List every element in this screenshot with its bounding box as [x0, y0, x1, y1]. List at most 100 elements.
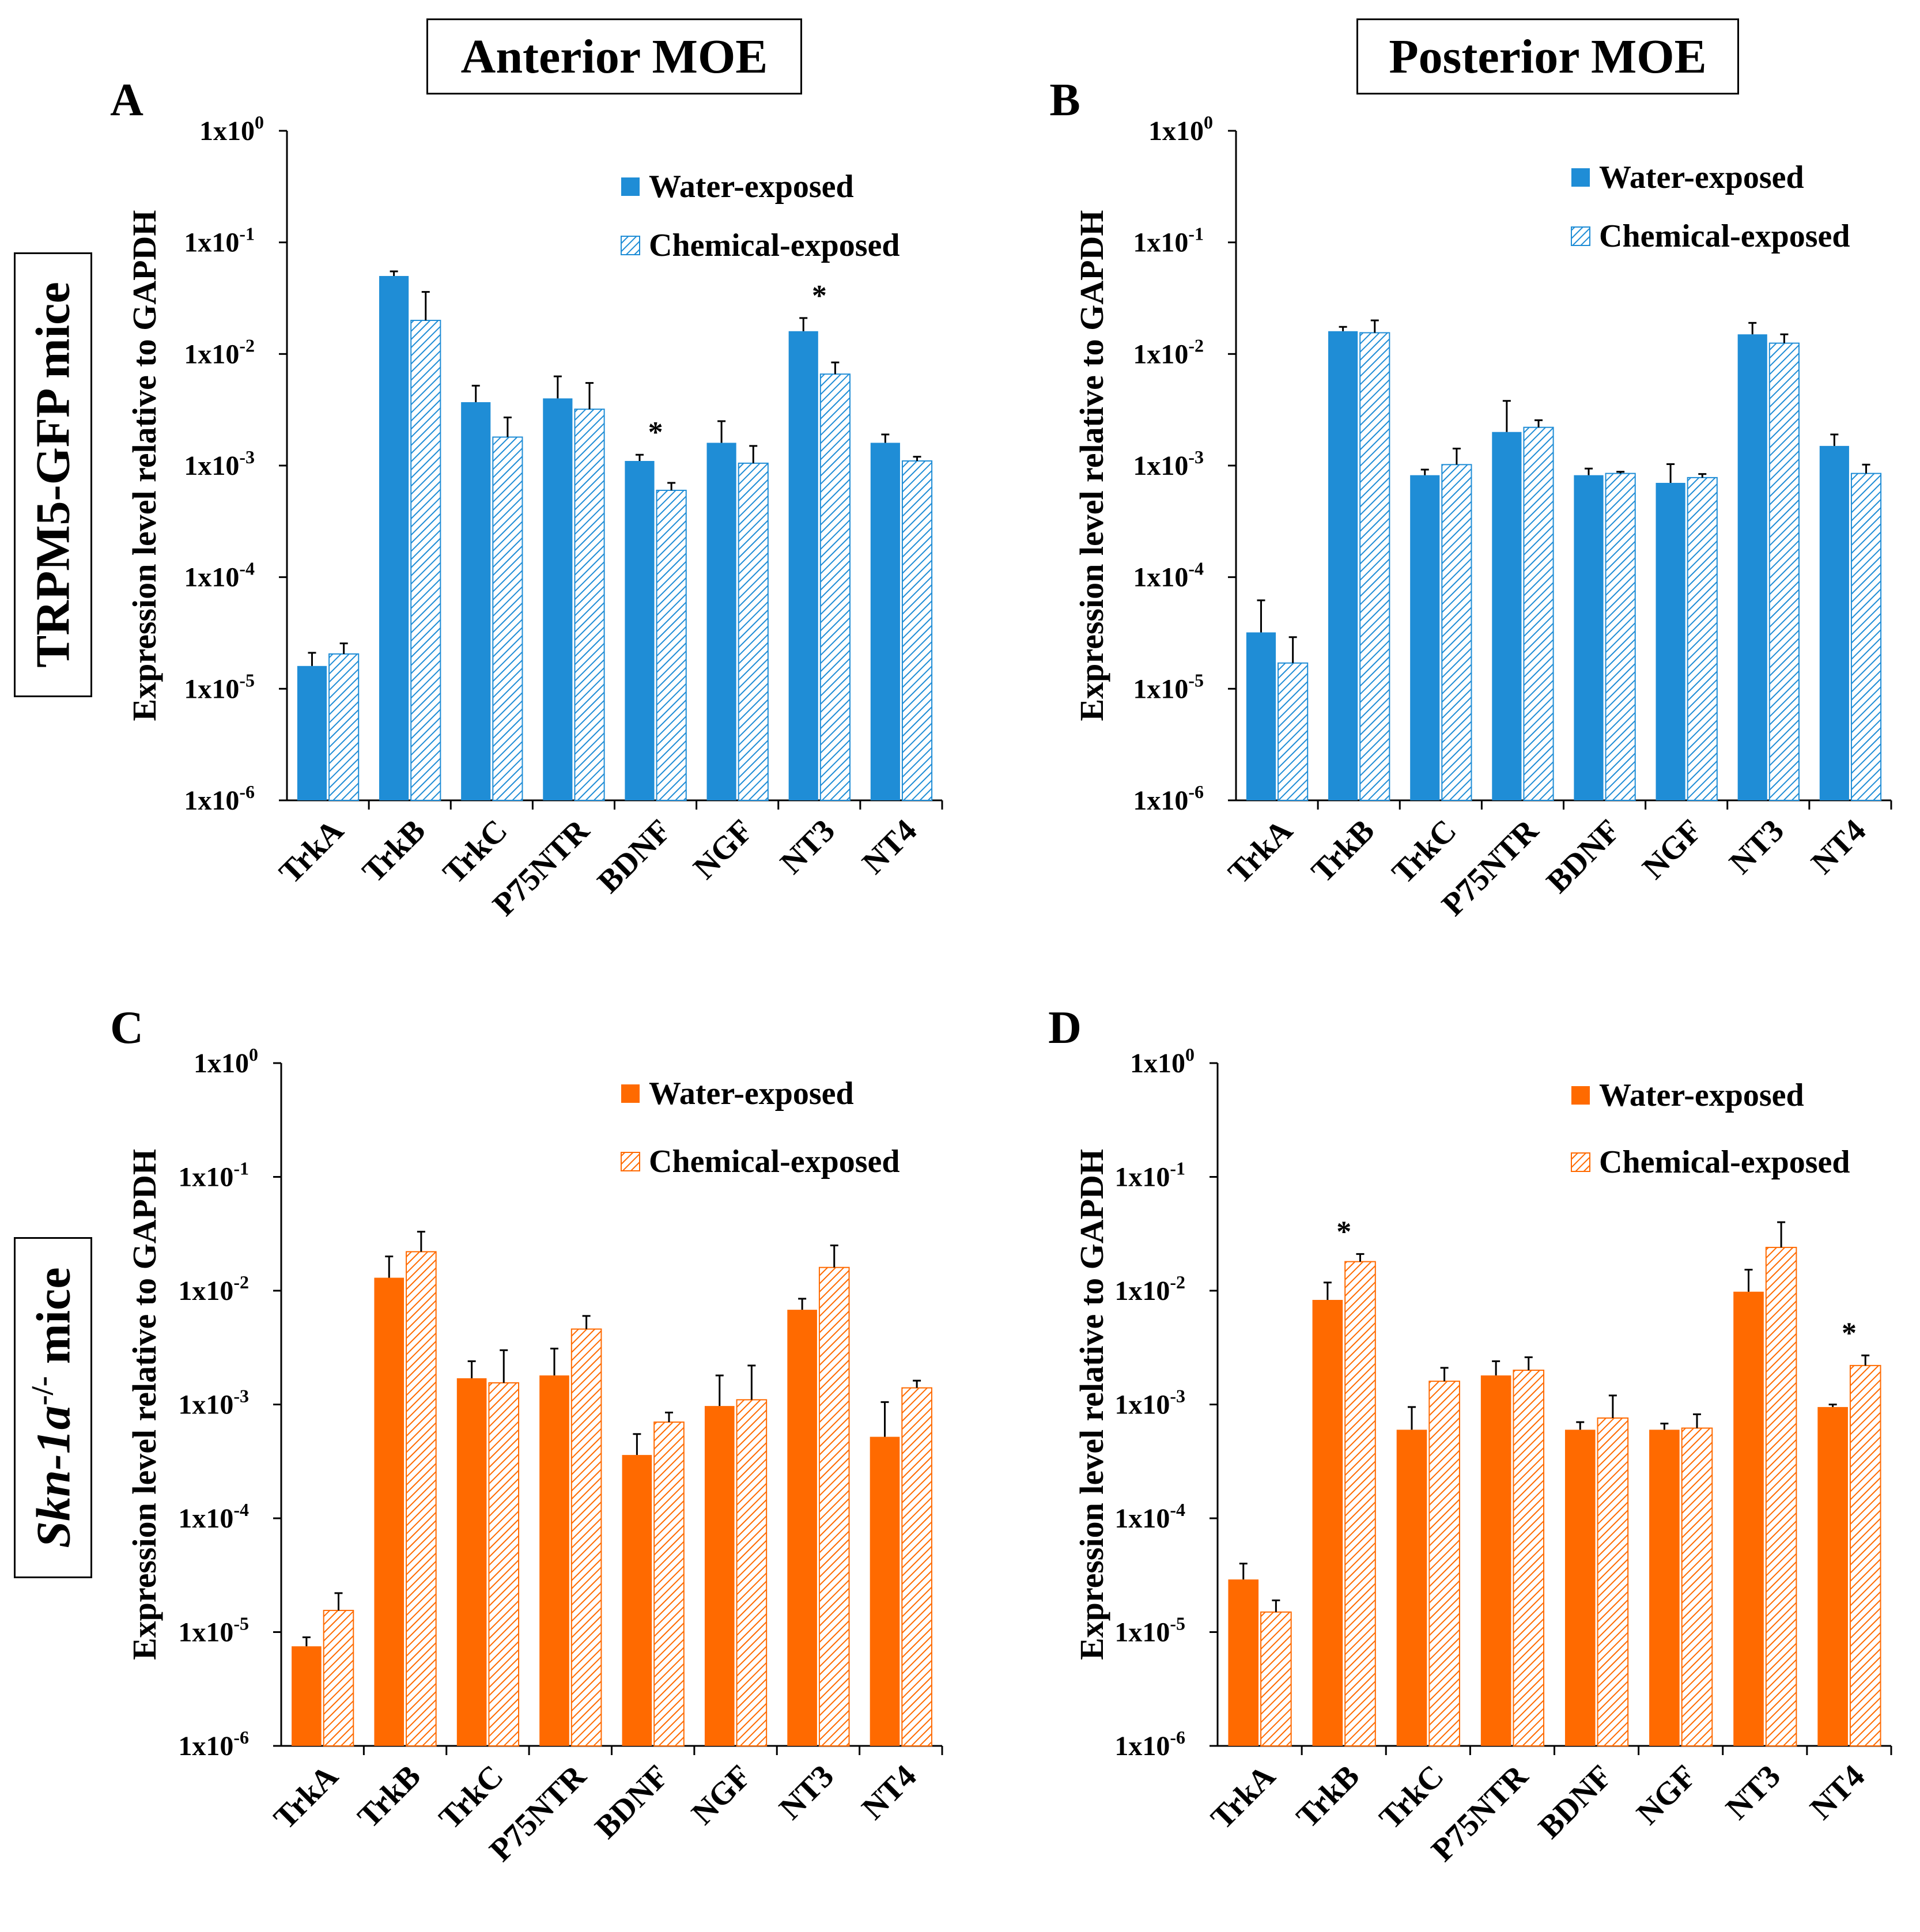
- panel-b-bar-p75ntr-water: [1492, 432, 1522, 800]
- panel-c-legend-label-chemical: Chemical-exposed: [649, 1144, 900, 1179]
- panel-b-y-tick-label: 1x10-6: [1133, 781, 1204, 816]
- panel-c-category-label-nt3: NT3: [772, 1758, 841, 1827]
- panel-d-bar-trkb-chemical: [1344, 1261, 1376, 1747]
- panel-d-category-label-trka: TrkA: [1204, 1758, 1283, 1836]
- panel-a-legend-swatch-chemical: [621, 236, 640, 255]
- panel-c-legend-swatch-water: [621, 1084, 640, 1103]
- panel-a-bar-trkc-water: [461, 402, 491, 800]
- panel-c-bar-trkb-water: [374, 1277, 405, 1746]
- panel-b-letter: B: [1049, 75, 1080, 126]
- panel-c-bar-ngf-water: [704, 1406, 735, 1746]
- panel-d-bar-ngf-chemical: [1681, 1427, 1713, 1747]
- panel-d-bar-nt3-chemical: [1765, 1246, 1797, 1746]
- panel-b-category-label-nt3: NT3: [1722, 812, 1791, 881]
- panel-c-y-tick-label: 1x100: [194, 1044, 258, 1079]
- panel-a-letter: A: [110, 75, 143, 126]
- panel-b-bar-bdnf-water: [1574, 475, 1604, 800]
- panel-d-y-tick-label: 1x10-4: [1114, 1499, 1185, 1534]
- panel-c-legend-label-water: Water-exposed: [649, 1076, 854, 1111]
- anterior-moe-header-text: Anterior MOE: [460, 29, 768, 84]
- panel-c-bar-p75ntr-chemical: [570, 1328, 602, 1746]
- panel-c-y-tick-label: 1x10-1: [178, 1158, 249, 1193]
- panel-b-y-tick-label: 1x10-2: [1133, 335, 1204, 369]
- panel-b-y-tick-label: 1x10-1: [1133, 224, 1204, 258]
- panel-d-category-label-ngf: NGF: [1630, 1758, 1703, 1831]
- panel-c-bar-nt3-chemical: [818, 1266, 850, 1746]
- panel-d-y-axis-label: Expression level relative to GAPDH: [1073, 1149, 1110, 1660]
- panel-c-bar-nt4-water: [870, 1436, 900, 1746]
- panel-d-letter: D: [1048, 1003, 1082, 1053]
- panel-b-category-label-ngf: NGF: [1635, 812, 1709, 886]
- panel-a-y-tick-label: 1x100: [199, 112, 264, 146]
- panel-d-bar-ngf-water: [1649, 1430, 1680, 1746]
- panel-a-category-label-trka: TrkA: [273, 812, 351, 891]
- panel-a-bar-nt3-chemical: [819, 373, 851, 801]
- panel-b-category-label-nt4: NT4: [1804, 812, 1873, 881]
- panel-b-bar-nt3-water: [1737, 334, 1767, 800]
- panel-c-category-label-trka: TrkA: [267, 1758, 345, 1836]
- panel-c-legend-swatch-chemical: [621, 1152, 640, 1171]
- panel-a-category-label-bdnf: BDNF: [591, 812, 678, 900]
- panel-b-y-tick-label: 1x10-5: [1133, 670, 1204, 704]
- panel-a-bar-nt4-chemical: [901, 460, 933, 801]
- panel-c-y-axis-label: Expression level relative to GAPDH: [126, 1149, 163, 1660]
- panel-b-bar-nt4-water: [1819, 445, 1849, 800]
- panel-d-legend-swatch-chemical: [1571, 1152, 1590, 1172]
- panel-d-category-label-nt4: NT4: [1803, 1758, 1872, 1827]
- panel-d-bar-p75ntr-chemical: [1513, 1370, 1545, 1747]
- panel-a-category-label-trkc: TrkC: [436, 812, 515, 891]
- panel-a-category-label-nt4: NT4: [855, 812, 924, 881]
- panel-b-bar-ngf-water: [1656, 482, 1685, 800]
- panel-b-bar-trkb-water: [1328, 331, 1358, 800]
- panel-a-bar-p75ntr-chemical: [574, 409, 605, 801]
- anterior-moe-header: Anterior MOE: [426, 18, 802, 94]
- panel-d-category-label-nt3: NT3: [1719, 1758, 1787, 1827]
- panel-d-bar-p75ntr-water: [1480, 1375, 1511, 1746]
- panel-c-y-tick-label: 1x10-5: [178, 1613, 249, 1648]
- panel-c-bar-p75ntr-water: [539, 1375, 569, 1746]
- panel-a-y-tick-label: 1x10-6: [184, 781, 255, 816]
- panel-b-legend-swatch-chemical: [1571, 226, 1590, 246]
- skn1a-row-label: Skn-1a-/- mice: [14, 1237, 92, 1578]
- panel-a-significance-star: *: [648, 416, 663, 449]
- panel-a-legend-label-water: Water-exposed: [649, 169, 854, 205]
- panel-a-significance-star: *: [812, 279, 827, 312]
- panel-d-y-tick-label: 1x100: [1130, 1044, 1195, 1079]
- panel-a-bar-trka-water: [297, 666, 327, 800]
- panel-c-bar-trkc-chemical: [488, 1382, 520, 1746]
- panel-d-bar-nt4-water: [1817, 1407, 1848, 1746]
- panel-c-bar-bdnf-chemical: [653, 1421, 685, 1746]
- panel-c-bar-nt3-water: [787, 1310, 817, 1746]
- panel-d-legend-label-water: Water-exposed: [1599, 1077, 1804, 1113]
- panel-d-y-tick-label: 1x10-3: [1114, 1386, 1185, 1420]
- trpm5-row-label: TRPM5-GFP mice: [14, 252, 92, 697]
- panel-a-y-tick-label: 1x10-2: [184, 335, 255, 369]
- panel-b-legend-label-water: Water-exposed: [1599, 160, 1804, 195]
- panel-a-bar-trkb-chemical: [410, 320, 441, 801]
- panel-a-bar-ngf-water: [706, 443, 736, 800]
- panel-c-y-tick-label: 1x10-2: [178, 1272, 249, 1306]
- panel-c-category-label-trkb: TrkB: [351, 1758, 428, 1835]
- panel-b-bar-trka-water: [1246, 632, 1276, 800]
- panel-b-legend-label-chemical: Chemical-exposed: [1599, 218, 1850, 254]
- panel-d-y-tick-label: 1x10-2: [1114, 1272, 1185, 1306]
- panel-b-category-label-trka: TrkA: [1222, 812, 1300, 891]
- panel-b-category-label-trkb: TrkB: [1305, 812, 1381, 889]
- panel-c-category-label-bdnf: BDNF: [588, 1758, 676, 1846]
- panel-b-bar-trkc-water: [1410, 475, 1440, 800]
- panel-b-category-label-bdnf: BDNF: [1540, 812, 1627, 900]
- panel-b-bar-bdnf-chemical: [1605, 472, 1636, 801]
- panel-d-category-label-bdnf: BDNF: [1532, 1758, 1619, 1846]
- panel-d-bar-nt4-chemical: [1849, 1364, 1881, 1747]
- panel-a-category-label-trkb: TrkB: [356, 812, 432, 889]
- panel-d-legend-swatch-water: [1571, 1086, 1590, 1105]
- panel-b-bar-nt4-chemical: [1850, 472, 1882, 801]
- panel-c-letter: C: [110, 1003, 143, 1053]
- posterior-moe-header-text: Posterior MOE: [1389, 29, 1707, 84]
- panel-c-category-label-ngf: NGF: [685, 1758, 758, 1831]
- panel-a-bar-ngf-chemical: [738, 462, 769, 801]
- panel-c-bar-trkc-water: [456, 1378, 487, 1746]
- panel-a-y-tick-label: 1x10-1: [184, 224, 255, 258]
- panel-a-bar-nt4-water: [870, 443, 900, 800]
